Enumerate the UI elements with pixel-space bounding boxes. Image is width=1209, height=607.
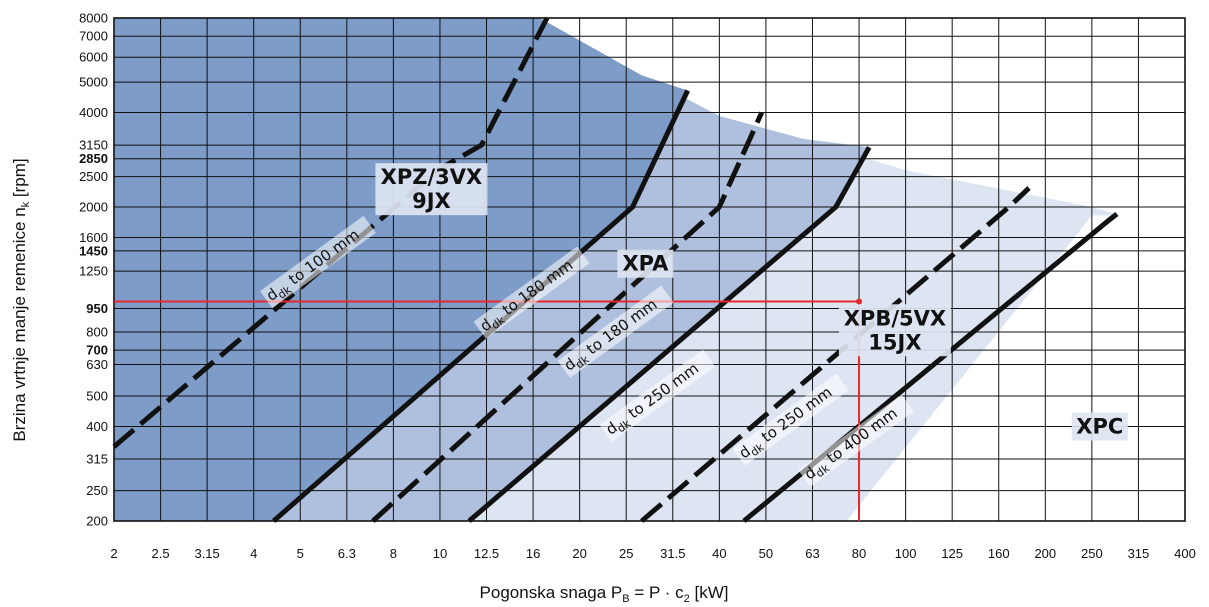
curve-2-solid (271, 89, 690, 523)
region-label-bg-xpa (617, 249, 674, 278)
y-tick-1450: 1450 (79, 243, 108, 258)
x-tick-16: 16 (526, 546, 540, 561)
curve-label-bg-3 (557, 285, 674, 378)
x-axis-title: Pogonska snaga PB = P · c2 [kW] (480, 583, 729, 605)
y-tick-4000: 4000 (79, 105, 108, 120)
x-tick-8: 8 (390, 546, 397, 561)
y-tick-950: 950 (86, 301, 108, 316)
belt-curves (112, 16, 1119, 523)
y-tick-8000: 8000 (79, 11, 108, 26)
x-tick-50: 50 (759, 546, 773, 561)
x-tick-250: 250 (1081, 546, 1103, 561)
y-tick-630: 630 (86, 357, 108, 372)
region-label-bg-xpc (1071, 412, 1128, 441)
region-label-xpb-5vx: XPB/5VX (844, 306, 946, 330)
x-tick-315: 315 (1128, 546, 1150, 561)
curve-label-bg-1 (259, 215, 376, 309)
x-tick-40: 40 (712, 546, 726, 561)
curve-label-bg-4 (599, 349, 716, 442)
y-tick-2500: 2500 (79, 169, 108, 184)
y-tick-5000: 5000 (79, 75, 108, 90)
y-tick-1250: 1250 (79, 264, 108, 279)
y-tick-2000: 2000 (79, 200, 108, 215)
x-tick-80: 80 (852, 546, 866, 561)
region-label-xpc: XPC (1076, 414, 1123, 438)
y-tick-400: 400 (86, 419, 108, 434)
y-tick-3150: 3150 (79, 138, 108, 153)
y-tick-1600: 1600 (79, 230, 108, 245)
curve-label-bg-5 (732, 373, 849, 466)
x-tick-5: 5 (297, 546, 304, 561)
region-xpz (114, 18, 688, 521)
x-tick-200: 200 (1034, 546, 1056, 561)
y-tick-200: 200 (86, 514, 108, 529)
y-axis-title: Brzina vrtnje manje remenice nk [rpm] (10, 158, 32, 441)
x-tick-63: 63 (805, 546, 819, 561)
marker-point (856, 298, 863, 305)
x-tick-4: 4 (250, 546, 257, 561)
plot-frame (113, 17, 1186, 522)
y-tick-6000: 6000 (79, 50, 108, 65)
x-tick-12.5: 12.5 (474, 546, 499, 561)
x-tick-2: 2 (110, 546, 117, 561)
region-label-15jx: 15JX (868, 330, 921, 354)
curve-3-dashed (371, 111, 764, 523)
x-tick-3.15: 3.15 (194, 546, 219, 561)
x-tick-20: 20 (572, 546, 586, 561)
x-tick-labels: 2 2.5 3.15 4 5 6.3 8 10 12.5 16 20 25 31.5 40 50 63 80 10… (110, 546, 1195, 561)
y-tick-800: 800 (86, 324, 108, 339)
region-label-xpz-3vx: XPZ/3VX (381, 165, 483, 189)
grid-lines (113, 17, 1186, 522)
region-label-xpa: XPA (622, 252, 669, 276)
y-tick-700: 700 (86, 343, 108, 358)
x-tick-2.5: 2.5 (152, 546, 170, 561)
y-tick-315: 315 (86, 452, 108, 467)
curve-4-solid (467, 146, 872, 523)
x-tick-400: 400 (1174, 546, 1196, 561)
x-tick-100: 100 (895, 546, 917, 561)
region-label-bg-xpz-3vx (375, 163, 488, 216)
curve-1-dashed (112, 16, 550, 449)
x-tick-125: 125 (941, 546, 963, 561)
y-tick-500: 500 (86, 389, 108, 404)
x-tick-160: 160 (988, 546, 1010, 561)
y-tick-7000: 7000 (79, 29, 108, 44)
y-tick-250: 250 (86, 483, 108, 498)
curve-label-bg-6 (798, 394, 914, 487)
x-tick-31.5: 31.5 (660, 546, 685, 561)
curve-label-bg-2 (473, 246, 590, 339)
y-tick-2850: 2850 (79, 151, 108, 166)
region-label-bg-xpb-5vx (838, 304, 951, 357)
x-tick-10: 10 (433, 546, 447, 561)
x-tick-25: 25 (619, 546, 633, 561)
x-tick-6.3: 6.3 (338, 546, 356, 561)
region-label-9jx: 9JX (412, 189, 451, 213)
curve-5-dashed (640, 186, 1031, 523)
